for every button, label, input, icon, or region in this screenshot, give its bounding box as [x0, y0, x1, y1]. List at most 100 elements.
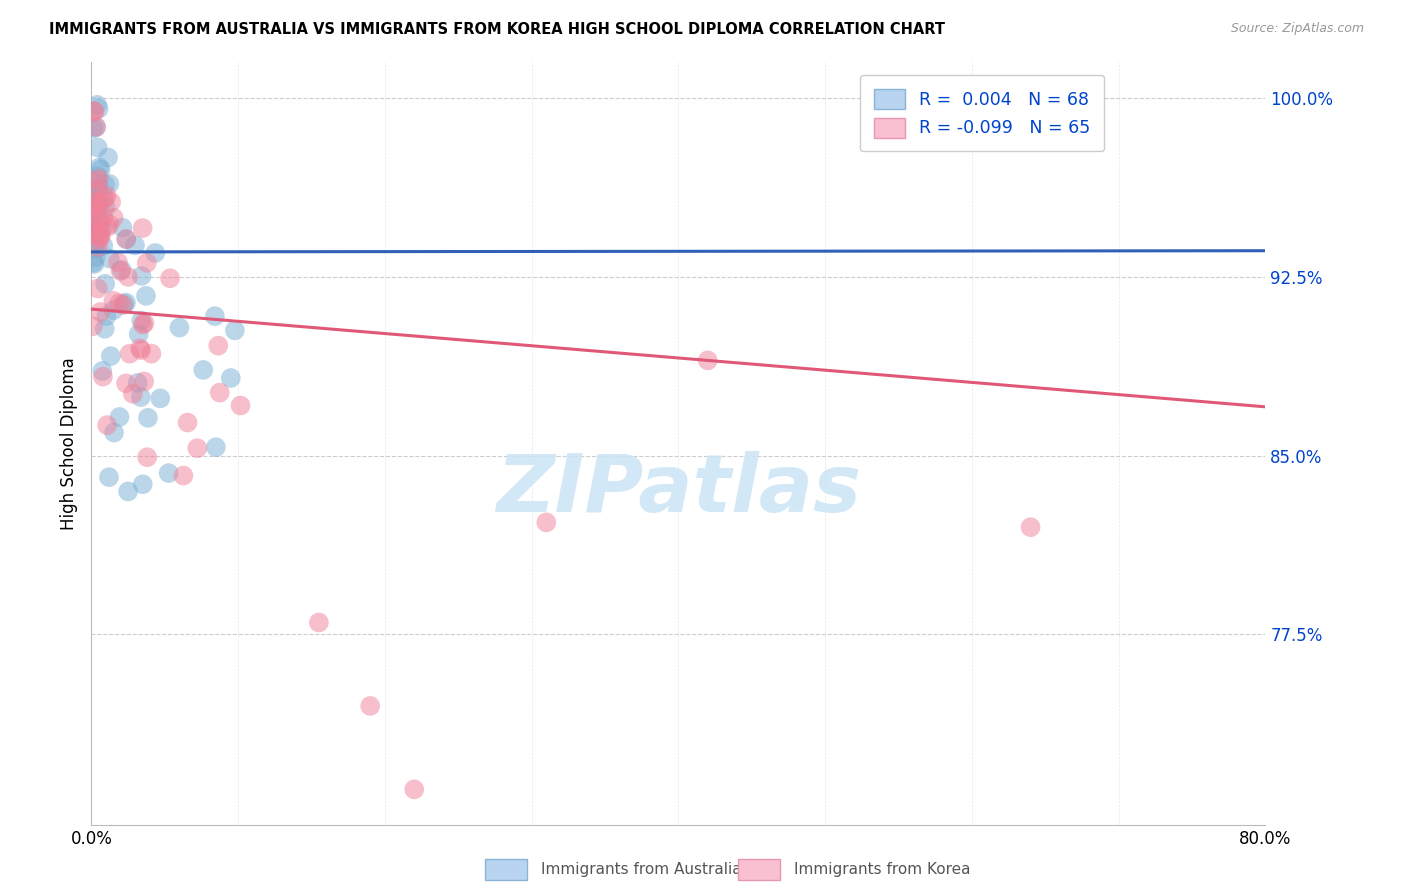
Point — [91, 211, 114, 225]
Point — [100, 349, 122, 363]
Point — [96, 418, 118, 433]
Point — [84, 237, 107, 252]
Point — [186, 441, 208, 455]
Point — [87, 183, 110, 197]
Point — [86, 169, 108, 183]
Point — [82, 194, 104, 209]
Point — [172, 468, 194, 483]
Point — [87, 171, 110, 186]
Point — [103, 293, 125, 308]
Point — [89, 305, 111, 319]
Point — [94, 178, 117, 192]
Point — [536, 516, 558, 530]
Point — [82, 196, 104, 211]
Point — [87, 211, 110, 226]
Point — [87, 178, 110, 192]
Point — [90, 162, 112, 177]
Point — [129, 313, 152, 327]
Point — [208, 385, 231, 400]
Point — [82, 223, 104, 237]
Point — [86, 194, 108, 208]
Point — [111, 220, 134, 235]
Point — [84, 221, 107, 235]
Text: IMMIGRANTS FROM AUSTRALIA VS IMMIGRANTS FROM KOREA HIGH SCHOOL DIPLOMA CORRELATI: IMMIGRANTS FROM AUSTRALIA VS IMMIGRANTS … — [49, 22, 945, 37]
Point — [128, 327, 150, 342]
Point — [103, 303, 125, 318]
Point — [83, 104, 105, 119]
Point — [82, 204, 104, 219]
Point — [136, 410, 159, 425]
Point — [176, 416, 198, 430]
Point — [132, 477, 155, 491]
Point — [134, 316, 156, 330]
Point — [143, 246, 166, 260]
Point — [94, 192, 117, 206]
Point — [90, 222, 112, 236]
Point — [103, 211, 125, 225]
Point — [115, 376, 138, 391]
Point — [129, 343, 152, 358]
Point — [124, 238, 146, 252]
Point — [136, 450, 159, 465]
Point — [83, 225, 105, 239]
Point — [131, 268, 153, 283]
Point — [207, 338, 229, 352]
Point — [89, 194, 111, 209]
Point — [90, 228, 112, 243]
Point — [83, 257, 105, 271]
Point — [87, 181, 110, 195]
Point — [83, 226, 105, 240]
Point — [117, 269, 139, 284]
Point — [87, 202, 110, 217]
Point — [229, 399, 252, 413]
Point — [108, 409, 131, 424]
Point — [131, 221, 153, 235]
Point — [110, 262, 132, 277]
Text: Immigrants from Australia: Immigrants from Australia — [541, 863, 742, 877]
Point — [84, 205, 107, 219]
Point — [83, 219, 105, 234]
Point — [404, 782, 426, 797]
Point — [91, 239, 114, 253]
Point — [91, 369, 114, 384]
Point — [219, 371, 242, 385]
Point — [127, 376, 149, 390]
Point — [204, 309, 226, 323]
Point — [91, 193, 114, 207]
Text: Immigrants from Korea: Immigrants from Korea — [794, 863, 972, 877]
Point — [141, 346, 163, 360]
Point — [129, 342, 152, 356]
Point — [87, 230, 110, 244]
Point — [1019, 520, 1042, 534]
Point — [97, 151, 120, 165]
Point — [169, 320, 191, 334]
Point — [89, 161, 111, 175]
Point — [84, 189, 107, 203]
Point — [100, 194, 122, 209]
Text: Source: ZipAtlas.com: Source: ZipAtlas.com — [1230, 22, 1364, 36]
Legend: R =  0.004   N = 68, R = -0.099   N = 65: R = 0.004 N = 68, R = -0.099 N = 65 — [860, 75, 1104, 152]
Point — [89, 231, 111, 245]
Point — [82, 256, 104, 270]
Point — [115, 232, 138, 246]
Point — [87, 240, 110, 254]
Point — [98, 177, 121, 191]
Point — [83, 104, 105, 119]
Y-axis label: High School Diploma: High School Diploma — [59, 358, 77, 530]
Point — [135, 256, 157, 270]
Point — [84, 242, 107, 256]
Point — [87, 102, 110, 116]
Point — [98, 218, 121, 232]
Point — [84, 223, 107, 237]
Point — [108, 296, 131, 310]
Point — [84, 192, 107, 206]
Point — [157, 466, 180, 480]
Point — [103, 425, 125, 440]
Text: ZIPatlas: ZIPatlas — [496, 450, 860, 529]
Point — [129, 390, 152, 404]
Point — [83, 230, 105, 244]
Point — [87, 196, 110, 211]
Point — [96, 188, 118, 202]
Point — [82, 121, 104, 136]
Point — [122, 387, 145, 401]
